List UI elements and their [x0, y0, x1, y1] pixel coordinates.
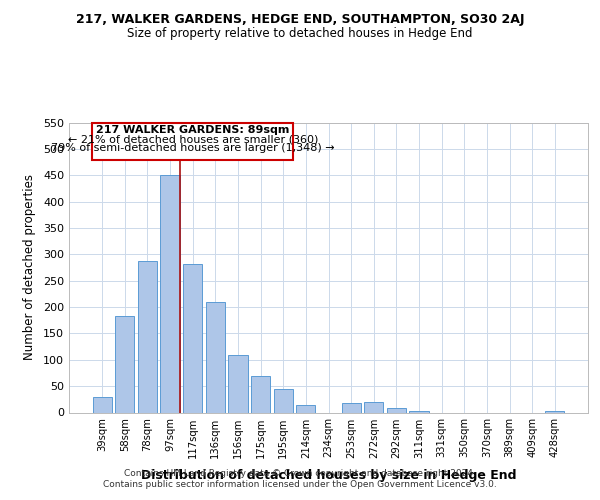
Text: 217, WALKER GARDENS, HEDGE END, SOUTHAMPTON, SO30 2AJ: 217, WALKER GARDENS, HEDGE END, SOUTHAMP…: [76, 12, 524, 26]
Text: ← 21% of detached houses are smaller (360): ← 21% of detached houses are smaller (36…: [68, 134, 318, 144]
Bar: [183, 264, 202, 412]
Bar: [545, 411, 565, 412]
Bar: [296, 404, 316, 412]
Bar: [92, 396, 112, 412]
Bar: [160, 174, 180, 412]
Bar: [115, 316, 134, 412]
Text: Contains HM Land Registry data © Crown copyright and database right 2024.: Contains HM Land Registry data © Crown c…: [124, 468, 476, 477]
Bar: [387, 408, 406, 412]
Bar: [138, 261, 157, 412]
Bar: [206, 302, 225, 412]
Text: Contains public sector information licensed under the Open Government Licence v3: Contains public sector information licen…: [103, 480, 497, 489]
Bar: [364, 402, 383, 412]
Text: 79% of semi-detached houses are larger (1,348) →: 79% of semi-detached houses are larger (…: [51, 142, 335, 152]
Bar: [251, 376, 270, 412]
FancyBboxPatch shape: [92, 122, 293, 160]
Text: 217 WALKER GARDENS: 89sqm: 217 WALKER GARDENS: 89sqm: [96, 124, 289, 134]
Text: Size of property relative to detached houses in Hedge End: Size of property relative to detached ho…: [127, 28, 473, 40]
Bar: [229, 355, 248, 412]
Bar: [341, 403, 361, 412]
Y-axis label: Number of detached properties: Number of detached properties: [23, 174, 36, 360]
Bar: [274, 389, 293, 412]
X-axis label: Distribution of detached houses by size in Hedge End: Distribution of detached houses by size …: [141, 469, 516, 482]
